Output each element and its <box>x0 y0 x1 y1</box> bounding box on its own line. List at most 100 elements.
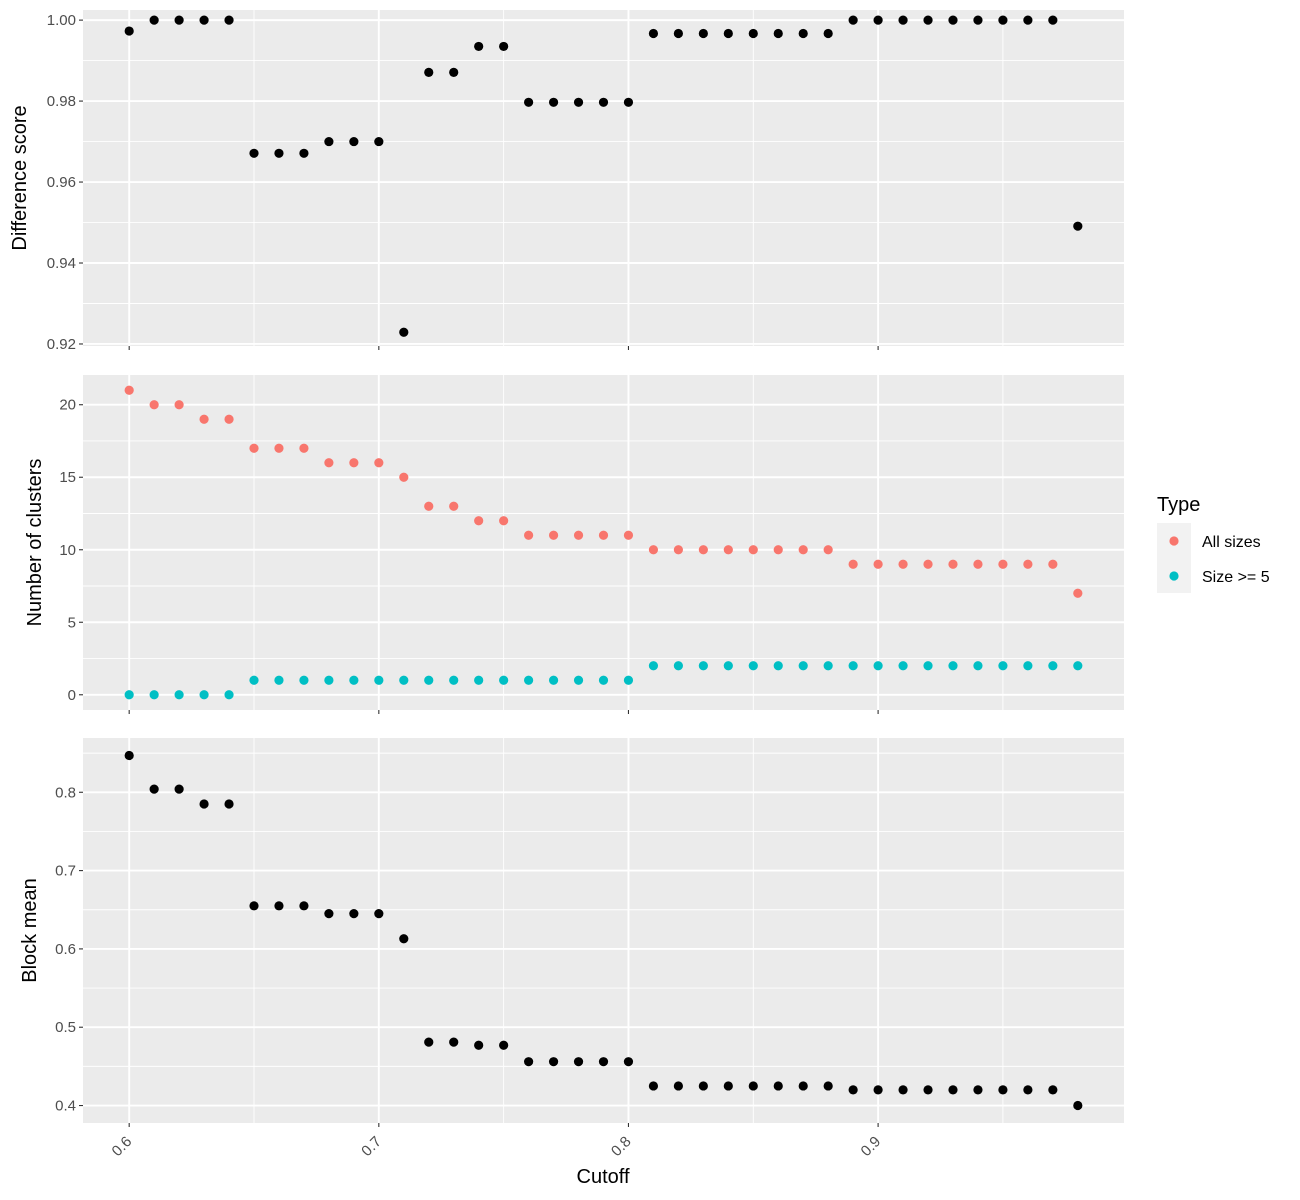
data-point <box>748 1081 758 1091</box>
data-point <box>149 400 159 410</box>
data-point <box>524 1057 534 1067</box>
legend-label-size-ge-5: Size >= 5 <box>1202 569 1270 586</box>
data-point <box>973 1085 983 1095</box>
data-point <box>349 458 359 468</box>
data-point <box>474 516 484 526</box>
data-point <box>1073 221 1083 231</box>
data-point <box>524 97 534 107</box>
data-point <box>299 443 309 453</box>
x-tick-label: 0.9 <box>858 1133 885 1160</box>
data-point <box>149 690 159 700</box>
data-point <box>249 443 259 453</box>
data-point <box>873 661 883 671</box>
data-point <box>798 28 808 39</box>
data-point <box>848 559 858 569</box>
data-point <box>998 559 1008 569</box>
data-point <box>424 501 434 511</box>
data-point <box>1048 661 1058 671</box>
data-point <box>474 1040 484 1050</box>
data-point <box>474 675 484 685</box>
data-point <box>174 15 184 25</box>
data-point <box>723 545 733 555</box>
data-point <box>1023 661 1033 671</box>
panel-1: 0.92 0.94 0.96 0.98 1.00 Difference score <box>9 10 1124 353</box>
data-point <box>723 1081 733 1091</box>
data-point <box>573 530 584 540</box>
data-point <box>424 67 434 77</box>
data-point <box>673 1081 683 1091</box>
y-tick-label: 5 <box>68 614 76 631</box>
data-point <box>199 799 209 809</box>
data-point <box>124 690 134 700</box>
data-point <box>324 675 334 685</box>
data-point <box>898 559 908 569</box>
data-point <box>224 15 234 25</box>
data-point <box>399 472 409 482</box>
data-point <box>1023 559 1033 569</box>
data-point <box>998 15 1008 25</box>
data-point <box>1048 1085 1058 1095</box>
data-point <box>848 1085 858 1095</box>
data-point <box>299 675 309 685</box>
panel-2: 0 5 10 15 20 Number of clusters <box>24 375 1124 714</box>
data-point <box>399 327 409 337</box>
data-point <box>898 1085 908 1095</box>
data-point <box>648 28 659 39</box>
data-point <box>748 28 758 39</box>
data-point <box>374 136 384 147</box>
data-point <box>823 1081 833 1091</box>
data-point <box>673 661 683 671</box>
y-tick-label: 0.94 <box>47 255 76 272</box>
data-point <box>324 458 334 468</box>
data-point <box>1048 559 1058 569</box>
data-point <box>748 661 758 671</box>
data-point <box>299 148 309 158</box>
y-tick-label: 0.8 <box>55 784 76 801</box>
data-point <box>623 675 634 685</box>
data-point <box>299 901 309 911</box>
data-point <box>499 516 509 526</box>
data-point <box>798 1081 808 1091</box>
y-tick-label: 1.00 <box>47 12 76 29</box>
data-point <box>898 15 908 25</box>
data-point <box>124 385 134 395</box>
data-point <box>648 545 659 555</box>
data-point <box>174 784 184 794</box>
data-point <box>798 545 808 555</box>
y-tick-label: 0.4 <box>55 1098 76 1115</box>
data-point <box>548 530 559 540</box>
data-point <box>823 661 833 671</box>
data-point <box>449 501 459 511</box>
data-point <box>548 1057 559 1067</box>
data-point <box>124 26 134 36</box>
data-point <box>698 1081 708 1091</box>
data-point <box>1023 15 1033 25</box>
data-point <box>798 661 808 671</box>
legend-swatch-size-ge-5 <box>1169 571 1179 581</box>
data-point <box>873 1085 883 1095</box>
data-point <box>573 675 584 685</box>
data-point <box>923 1085 933 1095</box>
data-point <box>199 15 209 25</box>
y-tick-label: 0.96 <box>47 174 76 191</box>
panel-background <box>83 375 1124 710</box>
data-point <box>673 28 683 39</box>
data-point <box>923 15 933 25</box>
data-point <box>773 661 783 671</box>
data-point <box>998 661 1008 671</box>
data-point <box>249 901 259 911</box>
x-tick-label: 0.8 <box>608 1133 635 1160</box>
data-point <box>748 545 758 555</box>
data-point <box>948 1085 958 1095</box>
data-point <box>673 545 683 555</box>
data-point <box>349 675 359 685</box>
legend-key-background <box>1157 523 1191 593</box>
data-point <box>698 545 708 555</box>
data-point <box>848 661 858 671</box>
data-point <box>349 136 359 147</box>
data-point <box>524 530 534 540</box>
legend-title: Type <box>1157 494 1200 516</box>
data-point <box>598 530 609 540</box>
data-point <box>698 661 708 671</box>
